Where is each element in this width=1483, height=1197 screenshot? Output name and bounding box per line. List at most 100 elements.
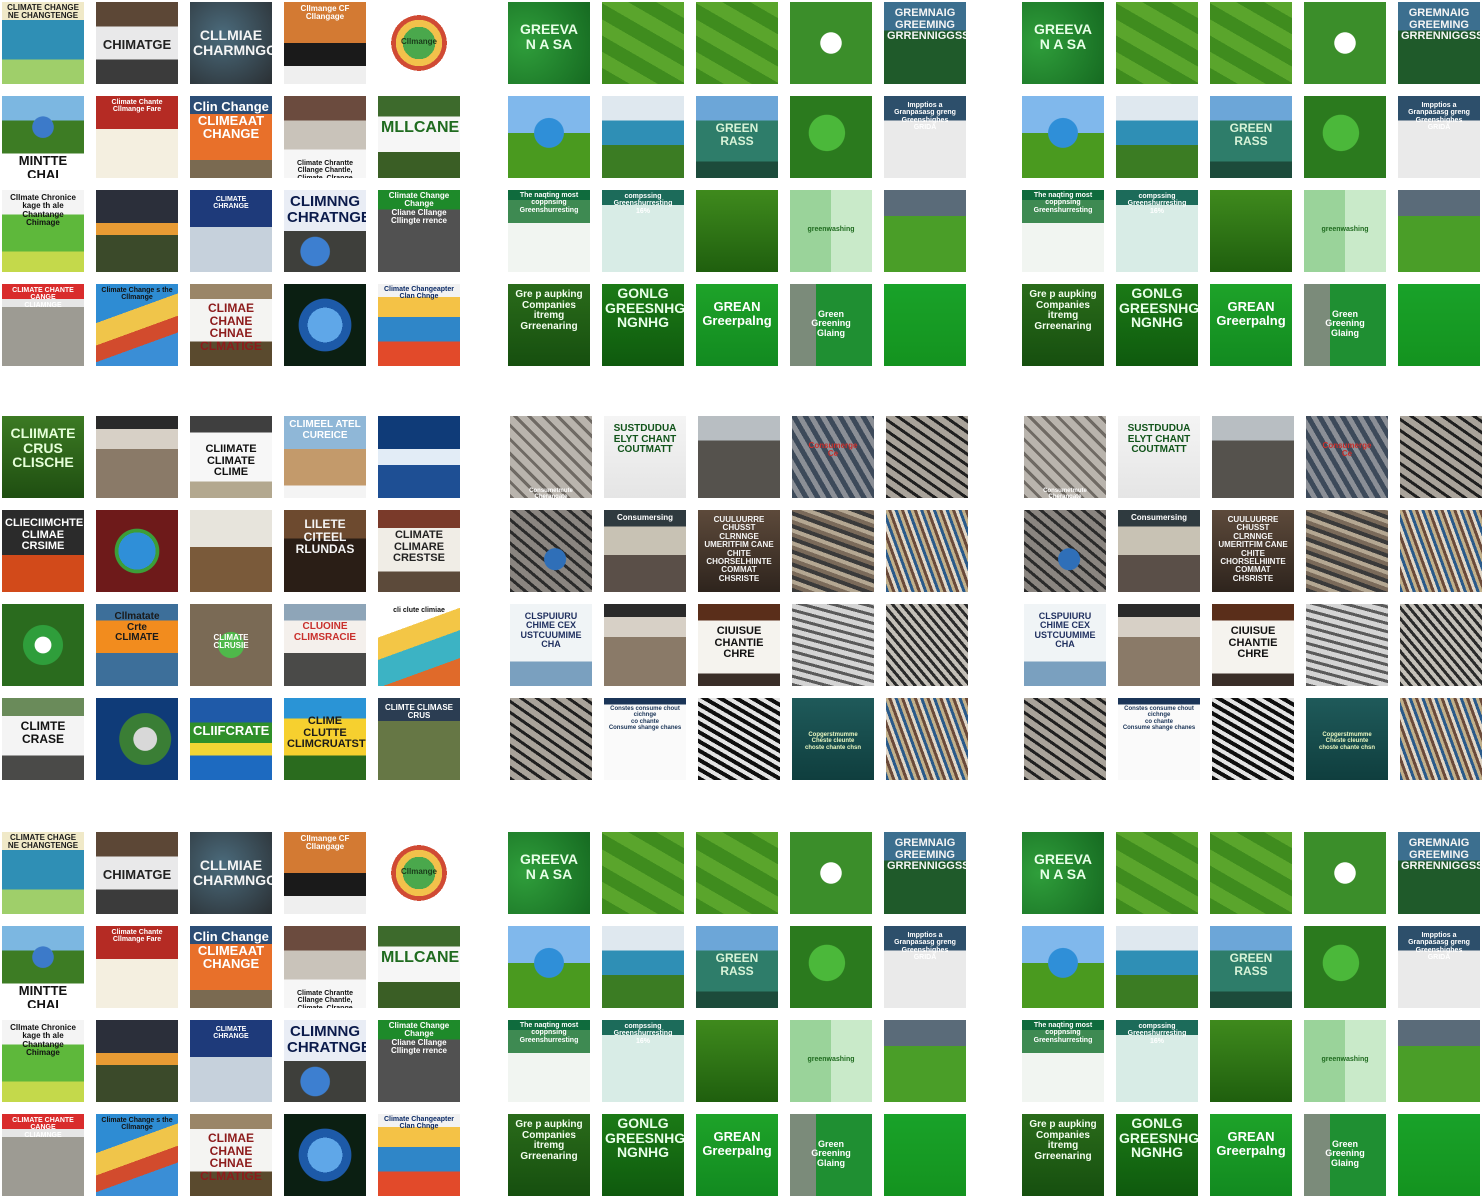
- thumbnail-image: Impptios a Granpasasg greng Greenshighes…: [884, 96, 966, 178]
- thumbnail-image: Green Greening Glaing: [1304, 284, 1386, 366]
- thumbnail-caption: GREMNAIG GREEMING GRRENNIGGSSIV: [887, 837, 966, 873]
- thumbnail-image: GREAN Greerpalng: [696, 284, 778, 366]
- thumbnail-image: GREMNAIG GREEMING GRRENNIGGSSIV: [884, 832, 966, 914]
- thumbnail-caption: Consumetmute Cherangate: [529, 488, 573, 498]
- thumbnail-caption: CLIMNNG CHRATNGE: [287, 1023, 366, 1056]
- thumbnail-caption: Clin Change CLIMEAAT CHANGE: [193, 99, 269, 142]
- thumbnail-image: GREMNAIG GREEMING GRRENNIGGSSIV: [1398, 2, 1480, 84]
- thumbnail-caption: Climate Chrantte Cllange Chantle, Climat…: [296, 160, 353, 178]
- thumbnail-image: [602, 2, 684, 84]
- thumbnail-image: Gre p aupking Companies itremg Grreenari…: [1022, 1114, 1104, 1196]
- thumbnail-image: CLIMEEL ATEL CUREICE: [284, 416, 366, 498]
- thumbnail-caption: compssing Greenshurresting 16%: [1127, 193, 1187, 215]
- thumbnail-image: GREEN RASS: [696, 96, 778, 178]
- thumbnail-image: GREEVA N A SA: [1022, 2, 1104, 84]
- thumbnail-image: CLIMTE CRASE: [2, 698, 84, 780]
- thumbnail-image: [1304, 2, 1386, 84]
- thumbnail-image: Constes consume chout cichnge co chante …: [604, 698, 686, 780]
- thumbnail-caption: greenwashing: [1321, 1056, 1369, 1063]
- thumbnail-image: GONLG GREESNHG NGNHG: [602, 1114, 684, 1196]
- thumbnail-caption: GREMNAIG GREEMING GRRENNIGGSSIV: [887, 7, 966, 43]
- thumbnail-image: [886, 698, 968, 780]
- thumbnail-image: [790, 2, 872, 84]
- thumbnail-image: Climate Change Change Cliane Cllange Cll…: [378, 190, 460, 272]
- thumbnail-image: [602, 926, 684, 1008]
- thumbnail-image: [1398, 284, 1480, 366]
- thumbnail-caption: Climate Chante Cllmange Fare: [111, 99, 163, 114]
- thumbnail-caption: compssing Greenshurresting 16%: [1127, 1023, 1187, 1045]
- thumbnail-image: SUSTDUDUA ELYT CHANT COUTMATT: [1118, 416, 1200, 498]
- thumbnail-image: [2, 604, 84, 686]
- thumbnail-caption: The naqting most coppnsing Greenshurrest…: [519, 192, 579, 214]
- thumbnail-image: GREMNAIG GREEMING GRRENNIGGSSIV: [1398, 832, 1480, 914]
- thumbnail-caption: Climate Change Change Cliane Cllange Cll…: [388, 191, 450, 226]
- thumbnail-image: CLLMIAE CHARMNGGE: [190, 832, 272, 914]
- thumbnail-caption: GREEVA N A SA: [519, 21, 579, 52]
- thumbnail-caption: greenwashing: [1321, 226, 1369, 233]
- thumbnail-caption: CLIIFCRATE: [193, 723, 270, 738]
- thumbnail-caption: GONLG GREESNHG NGNHG: [605, 1115, 684, 1161]
- thumbnail-caption: Impptios a Granpasasg greng Greenshighes…: [894, 102, 956, 132]
- thumbnail-image: MLLCANE: [378, 926, 460, 1008]
- thumbnail-image: CIUISUE CHANTIE CHRE: [698, 604, 780, 686]
- thumbnail-caption: CLIMATE CHAGE NE CHANGTENGE: [7, 833, 79, 851]
- thumbnail-image: [508, 926, 590, 1008]
- thumbnail-image: compssing Greenshurresting 16%: [602, 190, 684, 272]
- thumbnail-caption: Constes consume chout cichnge co chante …: [608, 706, 682, 731]
- thumbnail-image: [284, 284, 366, 366]
- thumbnail-caption: MINTTE CHAI: [18, 153, 68, 178]
- thumbnail-image: [1304, 96, 1386, 178]
- thumbnail-image: GREEVA N A SA: [508, 832, 590, 914]
- thumbnail-image: CLSPUIURU CHIME CEX USTCUUMIME CHA: [1024, 604, 1106, 686]
- thumbnail-image: [510, 698, 592, 780]
- thumbnail-image: [96, 190, 178, 272]
- thumbnail-image: [96, 510, 178, 592]
- thumbnail-caption: Green Greening Glaing: [1325, 309, 1365, 338]
- thumbnail-image: [1400, 604, 1482, 686]
- thumbnail-image: [886, 416, 968, 498]
- thumbnail-image: Impptios a Granpasasg greng Greenshighes…: [884, 926, 966, 1008]
- thumbnail-image: CUULUURRE CHUSST CLRNNGE UMERITFIM CANE …: [1212, 510, 1294, 592]
- thumbnail-image: [884, 284, 966, 366]
- thumbnail-image: Gre p aupking Companies itremg Grreenari…: [508, 1114, 590, 1196]
- thumbnail-image: [1212, 416, 1294, 498]
- thumbnail-caption: CHIMATGE: [102, 867, 172, 882]
- thumbnail-caption: CLIMAE CHANE CHNAE CLMATIGE: [200, 301, 262, 353]
- thumbnail-image: [696, 832, 778, 914]
- thumbnail-image: Consumerge Ce: [1306, 416, 1388, 498]
- thumbnail-caption: Gre p aupking Companies itremg Grreenari…: [515, 1119, 583, 1162]
- thumbnail-caption: CUULUURRE CHUSST CLRNNGE UMERITFIM CANE …: [1218, 515, 1288, 583]
- thumbnail-image: [190, 510, 272, 592]
- thumbnail-image: [1210, 190, 1292, 272]
- thumbnail-image: Green Greening Glaing: [790, 1114, 872, 1196]
- thumbnail-image: Copgerstmumme Cheste cleunte choste chan…: [1306, 698, 1388, 780]
- thumbnail-image: CLIMNNG CHRATNGE: [284, 190, 366, 272]
- thumbnail-caption: GREEVA N A SA: [1033, 851, 1093, 882]
- thumbnail-image: [792, 510, 874, 592]
- thumbnail-caption: greenwashing: [807, 1056, 855, 1063]
- thumbnail-image: [1304, 926, 1386, 1008]
- thumbnail-image: Climate Change Change Cliane Cllange Cll…: [378, 1020, 460, 1102]
- thumbnail-caption: GREAN Greerpalng: [702, 1129, 772, 1158]
- thumbnail-caption: CLUOINE CLIMSRACIE: [293, 621, 357, 643]
- thumbnail-image: [886, 510, 968, 592]
- thumbnail-caption: CLIMATE CHRANGE: [213, 1026, 249, 1041]
- thumbnail-image: CLIMATE CHANTE CANGE CLIAMNGE: [2, 1114, 84, 1196]
- thumbnail-image: The naqting most coppnsing Greenshurrest…: [508, 190, 590, 272]
- thumbnail-image: [1022, 926, 1104, 1008]
- thumbnail-caption: CLIECIIMCHTE CLIMAE CRSIME: [5, 517, 84, 553]
- thumbnail-caption: Green Greening Glaing: [1325, 1139, 1365, 1168]
- thumbnail-caption: Gre p aupking Companies itremg Grreenari…: [1029, 289, 1097, 332]
- thumbnail-image: [1400, 416, 1482, 498]
- thumbnail-image: CLLMIAE CHARMNGGE: [190, 2, 272, 84]
- thumbnail-image: CLIMATE CHANGE NE CHANGTENGE: [2, 2, 84, 84]
- thumbnail-image: compssing Greenshurresting 16%: [1116, 1020, 1198, 1102]
- thumbnail-caption: Impptios a Granpasasg greng Greenshighes…: [1408, 932, 1470, 962]
- thumbnail-image: [602, 96, 684, 178]
- thumbnail-image: [508, 96, 590, 178]
- thumbnail-caption: Consumetmute Cherangate: [1043, 488, 1087, 498]
- thumbnail-caption: GREEVA N A SA: [519, 851, 579, 882]
- thumbnail-image: [790, 926, 872, 1008]
- thumbnail-caption: Copgerstmumme Cheste cleunte choste chan…: [804, 732, 861, 751]
- thumbnail-image: Consumerge Ce: [792, 416, 874, 498]
